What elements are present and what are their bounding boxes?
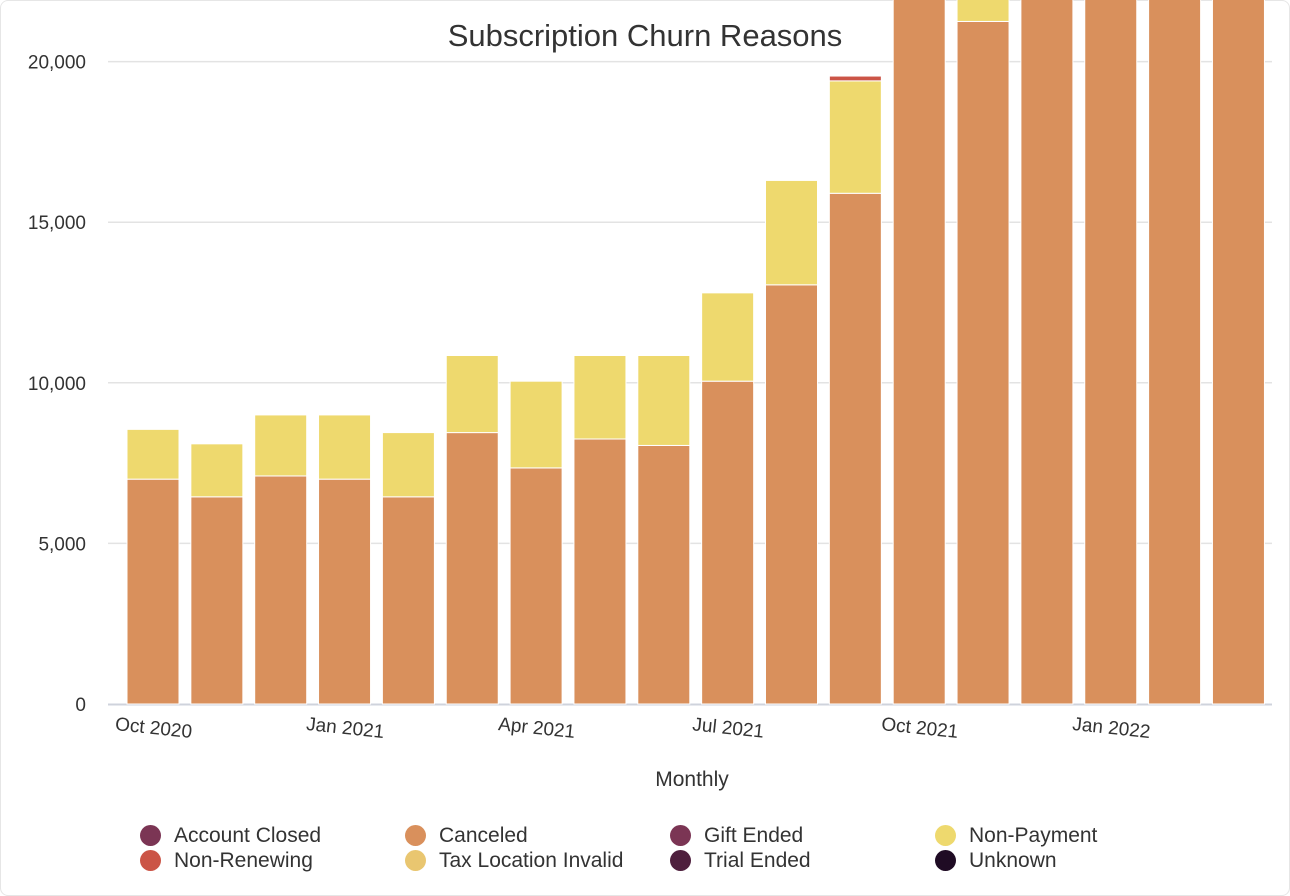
bar-segment <box>765 284 818 705</box>
legend-swatch-canceled <box>405 825 426 846</box>
bar-segment <box>828 192 882 705</box>
bar-segment <box>509 380 563 469</box>
y-tick-label: 20,000 <box>28 53 86 74</box>
bar-segment <box>637 355 691 446</box>
bar-segment <box>892 0 946 705</box>
bar-segment <box>254 475 308 705</box>
bar-segment <box>1211 0 1265 705</box>
legend-swatch-unknown <box>935 850 956 871</box>
legend-label-non-renewing: Non-Renewing <box>174 848 313 872</box>
bar-segment <box>381 432 435 498</box>
legend-label-unknown: Unknown <box>969 848 1057 872</box>
bar-segment <box>445 432 499 705</box>
legend-swatch-tax-location-invalid <box>405 850 426 871</box>
bar-segment <box>573 438 627 705</box>
legend-item-non-renewing[interactable]: Non-Renewing <box>140 849 405 872</box>
y-tick-label: 10,000 <box>28 374 86 395</box>
x-tick-label: Jan 2022 <box>1071 714 1151 743</box>
legend-item-gift-ended[interactable]: Gift Ended <box>670 824 935 847</box>
bar-segment <box>701 292 755 382</box>
x-tick-label: Apr 2021 <box>497 714 576 743</box>
bar-segment <box>828 80 882 194</box>
legend-item-canceled[interactable]: Canceled <box>405 824 670 847</box>
legend-label-account-closed: Account Closed <box>174 823 322 847</box>
legend-item-trial-ended[interactable]: Trial Ended <box>670 849 935 872</box>
x-axis-title: Monthly <box>655 768 729 791</box>
bar-segment <box>828 75 882 82</box>
legend-label-canceled: Canceled <box>439 823 528 847</box>
x-tick-label: Jan 2021 <box>305 714 385 743</box>
bar-segment <box>381 496 435 705</box>
bar-segment <box>1020 0 1074 705</box>
bar-segment <box>126 428 180 480</box>
y-tick-label: 5,000 <box>38 534 86 555</box>
x-tick-label: Oct 2021 <box>880 714 959 743</box>
bar-segment <box>126 478 180 705</box>
legend-swatch-account-closed <box>140 825 161 846</box>
bar-segment <box>318 478 372 705</box>
legend-swatch-gift-ended <box>670 825 691 846</box>
chart-legend: Account Closed Canceled Gift Ended Non-P… <box>140 824 1260 872</box>
legend-item-non-payment[interactable]: Non-Payment <box>935 824 1200 847</box>
x-tick-label: Oct 2020 <box>114 714 193 743</box>
bar-segment <box>1148 0 1202 705</box>
bar-segment <box>956 20 1010 705</box>
legend-swatch-non-payment <box>935 825 956 846</box>
bar-segment <box>956 0 1010 22</box>
bar-segment <box>701 380 755 705</box>
legend-label-trial-ended: Trial Ended <box>704 848 811 872</box>
legend-swatch-non-renewing <box>140 850 161 871</box>
legend-item-account-closed[interactable]: Account Closed <box>140 824 405 847</box>
y-tick-label: 0 <box>75 695 86 716</box>
y-tick-label: 15,000 <box>28 213 86 234</box>
chart-title: Subscription Churn Reasons <box>447 18 843 53</box>
legend-label-non-payment: Non-Payment <box>969 823 1098 847</box>
bar-segment <box>1084 0 1138 705</box>
legend-label-tax-location-invalid: Tax Location Invalid <box>439 848 624 872</box>
legend-label-gift-ended: Gift Ended <box>704 823 804 847</box>
bar-segment <box>190 496 244 705</box>
bar-segment <box>254 414 308 477</box>
bar-segment <box>765 179 818 286</box>
legend-item-tax-location-invalid[interactable]: Tax Location Invalid <box>405 849 670 872</box>
x-tick-label: Jul 2021 <box>691 714 765 742</box>
legend-item-unknown[interactable]: Unknown <box>935 849 1200 872</box>
bar-segment <box>509 467 563 705</box>
bar-segment <box>445 355 499 434</box>
bar-segment <box>190 443 244 498</box>
bar-segment <box>573 355 627 440</box>
legend-swatch-trial-ended <box>670 850 691 871</box>
bar-segment <box>637 444 691 705</box>
bar-segment <box>318 414 372 480</box>
